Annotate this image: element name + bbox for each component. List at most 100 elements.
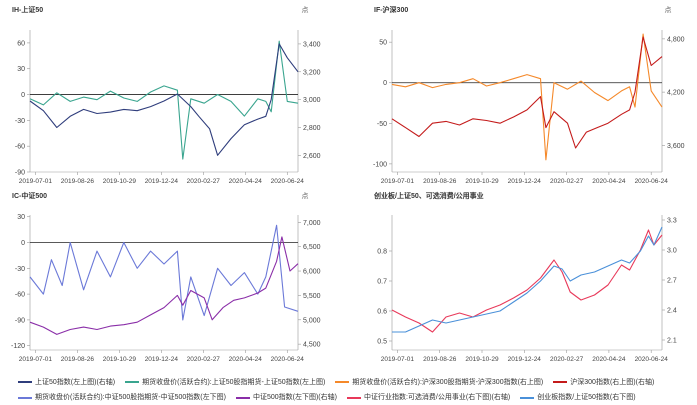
series-line-1 xyxy=(391,229,663,333)
legend: 上证50指数(左上图)(右轴) 期货收盘价(活跃合约):上证50股指期货-上证50… xyxy=(18,374,688,405)
x-tick-label: 2019-10-29 xyxy=(465,356,499,363)
series-line-1 xyxy=(391,33,663,161)
right-axis-unit: 点 xyxy=(302,192,309,200)
y2-tick-label: 2.4 xyxy=(667,308,677,315)
y2-tick-label: 7,000 xyxy=(303,220,321,227)
series-line-2 xyxy=(392,226,663,333)
y2-tick-label: 5,000 xyxy=(303,317,321,324)
y2-tick-label: 3,400 xyxy=(303,41,321,48)
x-tick-label: 2019-12-24 xyxy=(145,178,179,185)
legend-swatch xyxy=(520,396,535,399)
y2-tick-label: 4,800 xyxy=(667,36,685,43)
y-tick-label: 30 xyxy=(17,66,25,73)
y2-tick-label: 6,500 xyxy=(303,244,321,251)
y-tick-label: 0.7 xyxy=(377,279,387,286)
y-tick-label: 0.6 xyxy=(377,309,387,316)
x-tick-label: 2019-08-26 xyxy=(423,356,457,363)
x-tick-label: 2019-10-29 xyxy=(103,356,137,363)
y-tick-label: 0.8 xyxy=(377,249,387,256)
y-tick-label: -120 xyxy=(11,343,25,350)
x-tick-label: 2020-06-24 xyxy=(271,356,305,363)
legend-item[interactable]: 期货收盘价(活跃合约):中证500股指期货-中证500指数(左下图) xyxy=(18,390,226,405)
legend-label: 中证500指数(左下图)(右轴) xyxy=(252,394,337,401)
y2-tick-label: 3,600 xyxy=(667,143,685,150)
chart-title: 创业板/上证50、可选消费/公用事业 xyxy=(373,191,484,200)
x-tick-label: 2019-12-24 xyxy=(508,356,542,363)
x-tick-label: 2019-10-29 xyxy=(465,178,499,185)
x-tick-label: 2020-02-27 xyxy=(187,356,221,363)
chart-title: IH-上证50 xyxy=(12,5,43,14)
x-tick-label: 2020-02-27 xyxy=(187,178,221,185)
x-tick-label: 2019-08-26 xyxy=(61,178,95,185)
y-tick-label: 50 xyxy=(379,40,387,47)
legend-label: 中证行业指数:可选消费/公用事业(右下图)(右轴) xyxy=(363,394,511,401)
y2-tick-label: 3.3 xyxy=(667,218,677,225)
y-tick-label: 0 xyxy=(383,80,387,87)
y2-tick-label: 6,000 xyxy=(303,269,321,276)
y2-tick-label: 3,200 xyxy=(303,69,321,76)
legend-item[interactable]: 期货收盘价(活跃合约):沪深300股指期货-沪深300指数(右上图) xyxy=(335,375,543,390)
x-tick-label: 2019-10-29 xyxy=(103,178,137,185)
right-axis-unit: 点 xyxy=(302,6,309,14)
x-tick-label: 2019-07-01 xyxy=(19,178,53,185)
right-axis-unit: 点 xyxy=(665,6,672,14)
series-line-2 xyxy=(29,43,299,156)
y-tick-label: 0 xyxy=(21,92,25,99)
legend-item[interactable]: 期货收盘价(活跃合约):上证50股指期货-上证50指数(左上图) xyxy=(125,375,325,390)
y2-tick-label: 3.0 xyxy=(667,248,677,255)
x-tick-label: 2020-04-24 xyxy=(229,178,263,185)
y2-tick-label: 2,800 xyxy=(303,125,321,132)
y-tick-label: -60 xyxy=(15,292,25,299)
legend-item[interactable]: 沪深300指数(右上图)(右轴) xyxy=(553,375,654,390)
legend-item[interactable]: 中证行业指数:可选消费/公用事业(右下图)(右轴) xyxy=(346,390,511,405)
legend-swatch xyxy=(125,381,140,383)
legend-swatch xyxy=(335,381,350,383)
legend-label: 期货收盘价(活跃合约):中证500股指期货-中证500指数(左下图) xyxy=(35,394,226,401)
y-tick-label: 60 xyxy=(17,40,25,47)
x-tick-label: 2019-12-24 xyxy=(508,178,542,185)
chart-panel-4: 创业板/上证50、可选消费/公用事业 0.8 0.7 0.6 0.5 3.3 3.0 2.7 2… xyxy=(373,191,677,363)
x-tick-label: 2020-04-24 xyxy=(592,178,626,185)
x-tick-label: 2019-07-01 xyxy=(19,356,53,363)
y-tick-label: 30 xyxy=(17,214,25,221)
x-tick-label: 2020-02-27 xyxy=(550,356,584,363)
legend-label: 期货收盘价(活跃合约):上证50股指期货-上证50指数(左上图) xyxy=(142,378,326,386)
y-tick-label: 0.5 xyxy=(377,339,387,346)
legend-label: 沪深300指数(右上图)(右轴) xyxy=(570,378,655,386)
series-line-2 xyxy=(29,236,299,335)
chart-title: IF-沪深300 xyxy=(374,5,408,14)
legend-swatch xyxy=(553,381,568,383)
y-tick-label: -90 xyxy=(15,317,25,324)
y-tick-label: -100 xyxy=(373,161,387,168)
x-tick-label: 2019-07-01 xyxy=(381,356,415,363)
chart-grid: IH-上证50 点 60 30 0 -30 -60 -90 3,400 3,200 3,000 2,8… xyxy=(11,5,685,363)
y-tick-label: 0 xyxy=(21,240,25,247)
chart-panel-3: IC-中证500 点 30 0 -30 -60 -90 -120 7,000 6,500 6,000… xyxy=(11,191,321,363)
x-tick-label: 2019-08-26 xyxy=(61,356,95,363)
x-tick-label: 2020-04-24 xyxy=(229,356,263,363)
x-tick-label: 2019-07-01 xyxy=(381,178,415,185)
legend-item[interactable]: 上证50指数(左上图)(右轴) xyxy=(18,375,115,390)
series-line-1 xyxy=(29,224,299,321)
chart-panel-1: IH-上证50 点 60 30 0 -30 -60 -90 3,400 3,200 3,000 2,8… xyxy=(12,5,321,185)
y2-tick-label: 2.1 xyxy=(667,338,677,345)
x-tick-label: 2020-06-24 xyxy=(635,356,669,363)
x-tick-label: 2019-12-24 xyxy=(145,356,179,363)
x-tick-label: 2020-02-27 xyxy=(550,178,584,185)
legend-item[interactable]: 创业板指数/上证50指数(右下图) xyxy=(520,390,636,405)
legend-swatch xyxy=(346,396,361,399)
legend-item[interactable]: 中证500指数(左下图)(右轴) xyxy=(235,390,337,405)
legend-swatch xyxy=(18,381,32,383)
y-tick-label: -30 xyxy=(15,266,25,273)
y2-tick-label: 4,200 xyxy=(667,90,685,97)
x-tick-label: 2020-06-24 xyxy=(635,178,669,185)
series-line-1 xyxy=(29,40,299,160)
x-tick-label: 2019-08-26 xyxy=(423,178,457,185)
y-tick-label: -30 xyxy=(15,118,25,125)
legend-label: 期货收盘价(活跃合约):沪深300股指期货-沪深300指数(右上图) xyxy=(352,378,544,386)
y2-tick-label: 3,000 xyxy=(303,97,321,104)
y-tick-label: -90 xyxy=(15,170,25,177)
x-tick-label: 2020-04-24 xyxy=(592,356,626,363)
legend-label: 创业板指数/上证50指数(右下图) xyxy=(537,394,636,401)
y2-tick-label: 4,500 xyxy=(303,342,321,349)
